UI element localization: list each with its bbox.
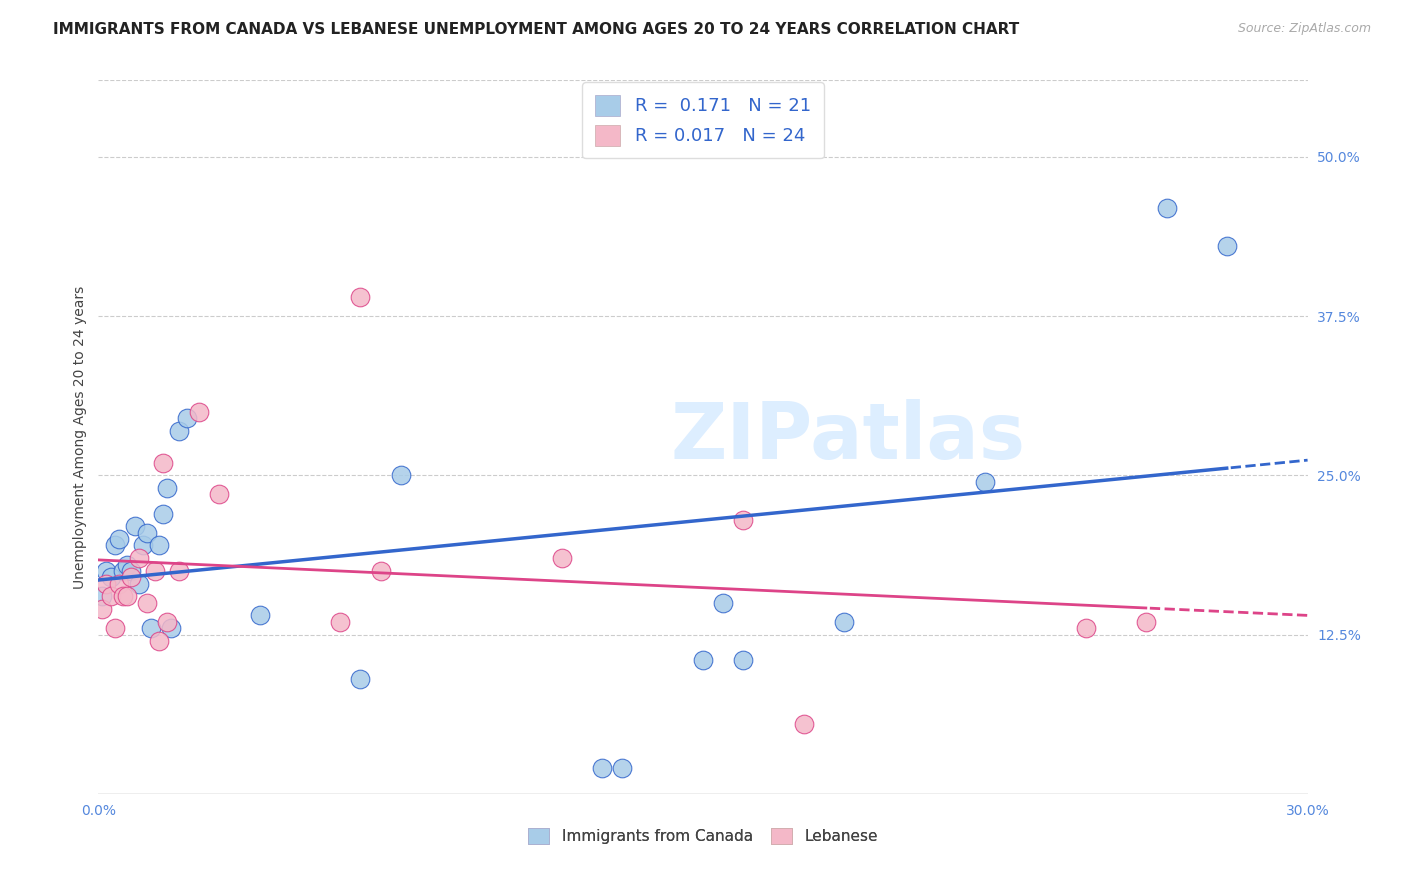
Point: [96, 564, 118, 578]
Point: [612, 761, 634, 775]
Point: [152, 456, 174, 470]
Point: [176, 411, 198, 425]
Point: [349, 290, 371, 304]
Point: [96, 576, 118, 591]
Point: [103, 538, 125, 552]
Point: [124, 519, 146, 533]
Point: [188, 404, 211, 418]
Point: [1135, 615, 1157, 629]
Point: [115, 558, 138, 572]
Point: [389, 468, 412, 483]
Text: IMMIGRANTS FROM CANADA VS LEBANESE UNEMPLOYMENT AMONG AGES 20 TO 24 YEARS CORREL: IMMIGRANTS FROM CANADA VS LEBANESE UNEMP…: [53, 22, 1019, 37]
Point: [160, 621, 183, 635]
Point: [156, 481, 179, 495]
Point: [111, 564, 134, 578]
Point: [349, 672, 371, 686]
Point: [167, 424, 190, 438]
Point: [100, 570, 122, 584]
Point: [128, 551, 150, 566]
Point: [156, 615, 179, 629]
Point: [132, 538, 155, 552]
Point: [591, 761, 613, 775]
Point: [148, 538, 170, 552]
Point: [91, 602, 114, 616]
Point: [107, 532, 129, 546]
Point: [793, 716, 815, 731]
Point: [135, 596, 157, 610]
Text: ZIPatlas: ZIPatlas: [671, 399, 1025, 475]
Point: [551, 551, 574, 566]
Point: [974, 475, 997, 489]
Point: [329, 615, 352, 629]
Legend: Immigrants from Canada, Lebanese: Immigrants from Canada, Lebanese: [522, 822, 884, 850]
Point: [128, 576, 150, 591]
Point: [115, 590, 138, 604]
Point: [249, 608, 271, 623]
Y-axis label: Unemployment Among Ages 20 to 24 years: Unemployment Among Ages 20 to 24 years: [73, 285, 87, 589]
Point: [1074, 621, 1097, 635]
Point: [1156, 201, 1178, 215]
Point: [167, 564, 190, 578]
Point: [208, 487, 231, 501]
Point: [1216, 239, 1239, 253]
Text: Source: ZipAtlas.com: Source: ZipAtlas.com: [1237, 22, 1371, 36]
Point: [111, 590, 134, 604]
Point: [139, 621, 162, 635]
Point: [370, 564, 392, 578]
Point: [832, 615, 855, 629]
Point: [103, 621, 125, 635]
Point: [733, 513, 755, 527]
Point: [100, 590, 122, 604]
Point: [711, 596, 734, 610]
Point: [733, 653, 755, 667]
Point: [148, 634, 170, 648]
Point: [692, 653, 714, 667]
Point: [152, 507, 174, 521]
Point: [120, 564, 142, 578]
Point: [91, 590, 114, 604]
Point: [107, 576, 129, 591]
Point: [120, 570, 142, 584]
Point: [143, 564, 166, 578]
Point: [135, 525, 157, 540]
